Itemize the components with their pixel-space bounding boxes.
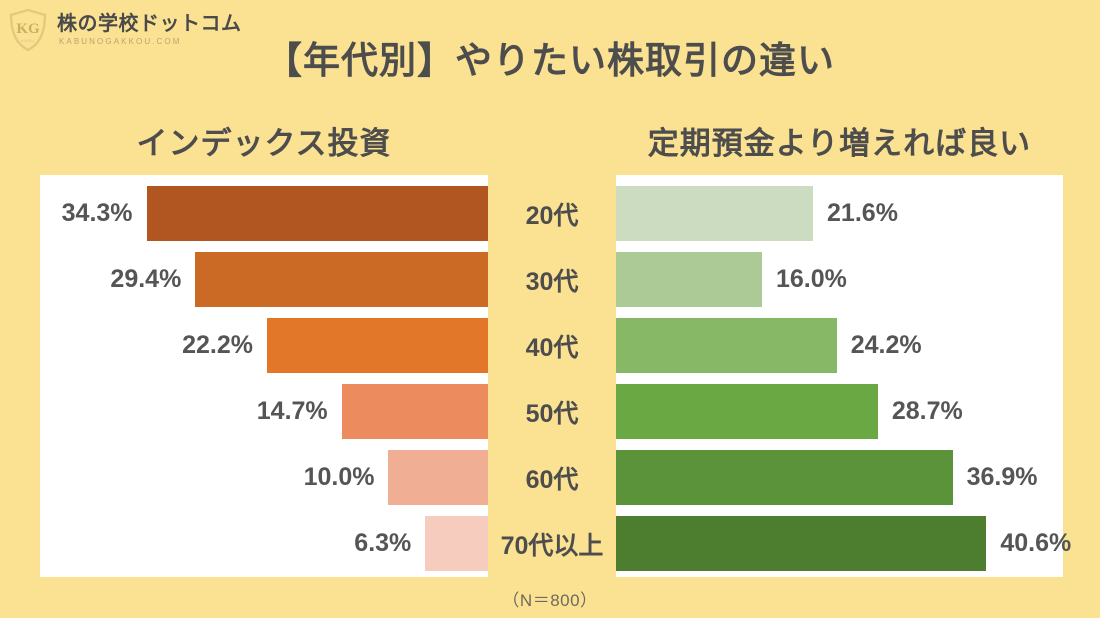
right-bar-value: 24.2% bbox=[850, 331, 922, 359]
left-bar-row: 14.7% bbox=[40, 384, 488, 439]
right-bar bbox=[616, 516, 987, 571]
right-chart-heading: 定期預金より増えれば良い bbox=[647, 126, 1032, 161]
left-bar-value: 6.3% bbox=[354, 529, 412, 557]
left-bar-value: 29.4% bbox=[110, 265, 182, 293]
category-label: 20代 bbox=[525, 201, 579, 230]
right-chart-card bbox=[616, 175, 1063, 577]
left-chart-bars: 34.3% 29.4% 22.2% 14.7% 10.0% 6.3% bbox=[40, 175, 488, 577]
left-bar bbox=[341, 384, 488, 439]
right-bar-value: 16.0% bbox=[775, 265, 847, 293]
right-bar-row: 36.9% bbox=[616, 450, 1063, 505]
right-bar-value: 36.9% bbox=[966, 463, 1038, 491]
right-bar bbox=[616, 252, 762, 307]
right-bar-row: 40.6% bbox=[616, 516, 1071, 571]
page-title: 【年代別】やりたい株取引の違い bbox=[265, 40, 835, 81]
shield-logo-icon: KG KABU bbox=[8, 8, 48, 52]
category-label: 70代以上 bbox=[500, 531, 604, 560]
brand-url: KABUNOGAKKOU.COM bbox=[59, 37, 182, 46]
left-bar bbox=[267, 318, 488, 373]
category-row: 30代 bbox=[488, 252, 616, 307]
brand-name: 株の学校ドットコム bbox=[57, 13, 242, 35]
left-bar-value: 22.2% bbox=[182, 331, 253, 359]
category-label: 40代 bbox=[525, 333, 579, 362]
left-bar-row: 22.2% bbox=[40, 318, 488, 373]
left-bar-row: 29.4% bbox=[40, 252, 488, 307]
category-row: 20代 bbox=[488, 186, 616, 241]
left-bar bbox=[195, 252, 488, 307]
left-bar bbox=[388, 450, 488, 505]
category-label: 50代 bbox=[525, 399, 579, 428]
category-labels: 20代 30代 40代 50代 60代 70代以上 bbox=[488, 175, 616, 577]
left-chart-card bbox=[40, 175, 488, 577]
left-bar-value: 10.0% bbox=[303, 463, 375, 491]
right-bar bbox=[616, 318, 837, 373]
brand-logo: KG KABU 株の学校ドットコム KABUNOGAKKOU.COM bbox=[8, 8, 242, 52]
left-bar-row: 34.3% bbox=[40, 186, 488, 241]
left-chart-heading: インデックス投資 bbox=[136, 126, 392, 161]
right-bar-row: 24.2% bbox=[616, 318, 1063, 373]
right-bar-value: 28.7% bbox=[891, 397, 963, 425]
left-bar-value: 34.3% bbox=[61, 199, 133, 227]
right-bar-row: 16.0% bbox=[616, 252, 1063, 307]
category-row: 60代 bbox=[488, 450, 616, 505]
svg-text:KG: KG bbox=[16, 21, 40, 37]
right-bar-value: 40.6% bbox=[1000, 529, 1072, 557]
right-bar bbox=[616, 384, 878, 439]
category-label: 30代 bbox=[525, 267, 579, 296]
sample-size-note: （N＝800） bbox=[502, 591, 598, 610]
right-bar-row: 28.7% bbox=[616, 384, 1063, 439]
left-bar bbox=[425, 516, 488, 571]
category-label: 60代 bbox=[525, 465, 579, 494]
right-bar bbox=[616, 186, 814, 241]
right-bar-value: 21.6% bbox=[827, 199, 898, 227]
right-bar bbox=[616, 450, 953, 505]
svg-text:KABU: KABU bbox=[21, 38, 34, 43]
left-bar-row: 10.0% bbox=[40, 450, 488, 505]
left-bar bbox=[146, 186, 488, 241]
left-bar-row: 6.3% bbox=[40, 516, 488, 571]
category-row: 40代 bbox=[488, 318, 616, 373]
brand-text: 株の学校ドットコム KABUNOGAKKOU.COM bbox=[57, 14, 242, 46]
right-chart-bars: 21.6% 16.0% 24.2% 28.7% 36.9% 40.6% bbox=[616, 175, 1071, 577]
category-row: 70代以上 bbox=[488, 516, 616, 571]
left-bar-value: 14.7% bbox=[256, 397, 328, 425]
category-row: 50代 bbox=[488, 384, 616, 439]
right-bar-row: 21.6% bbox=[616, 186, 1063, 241]
